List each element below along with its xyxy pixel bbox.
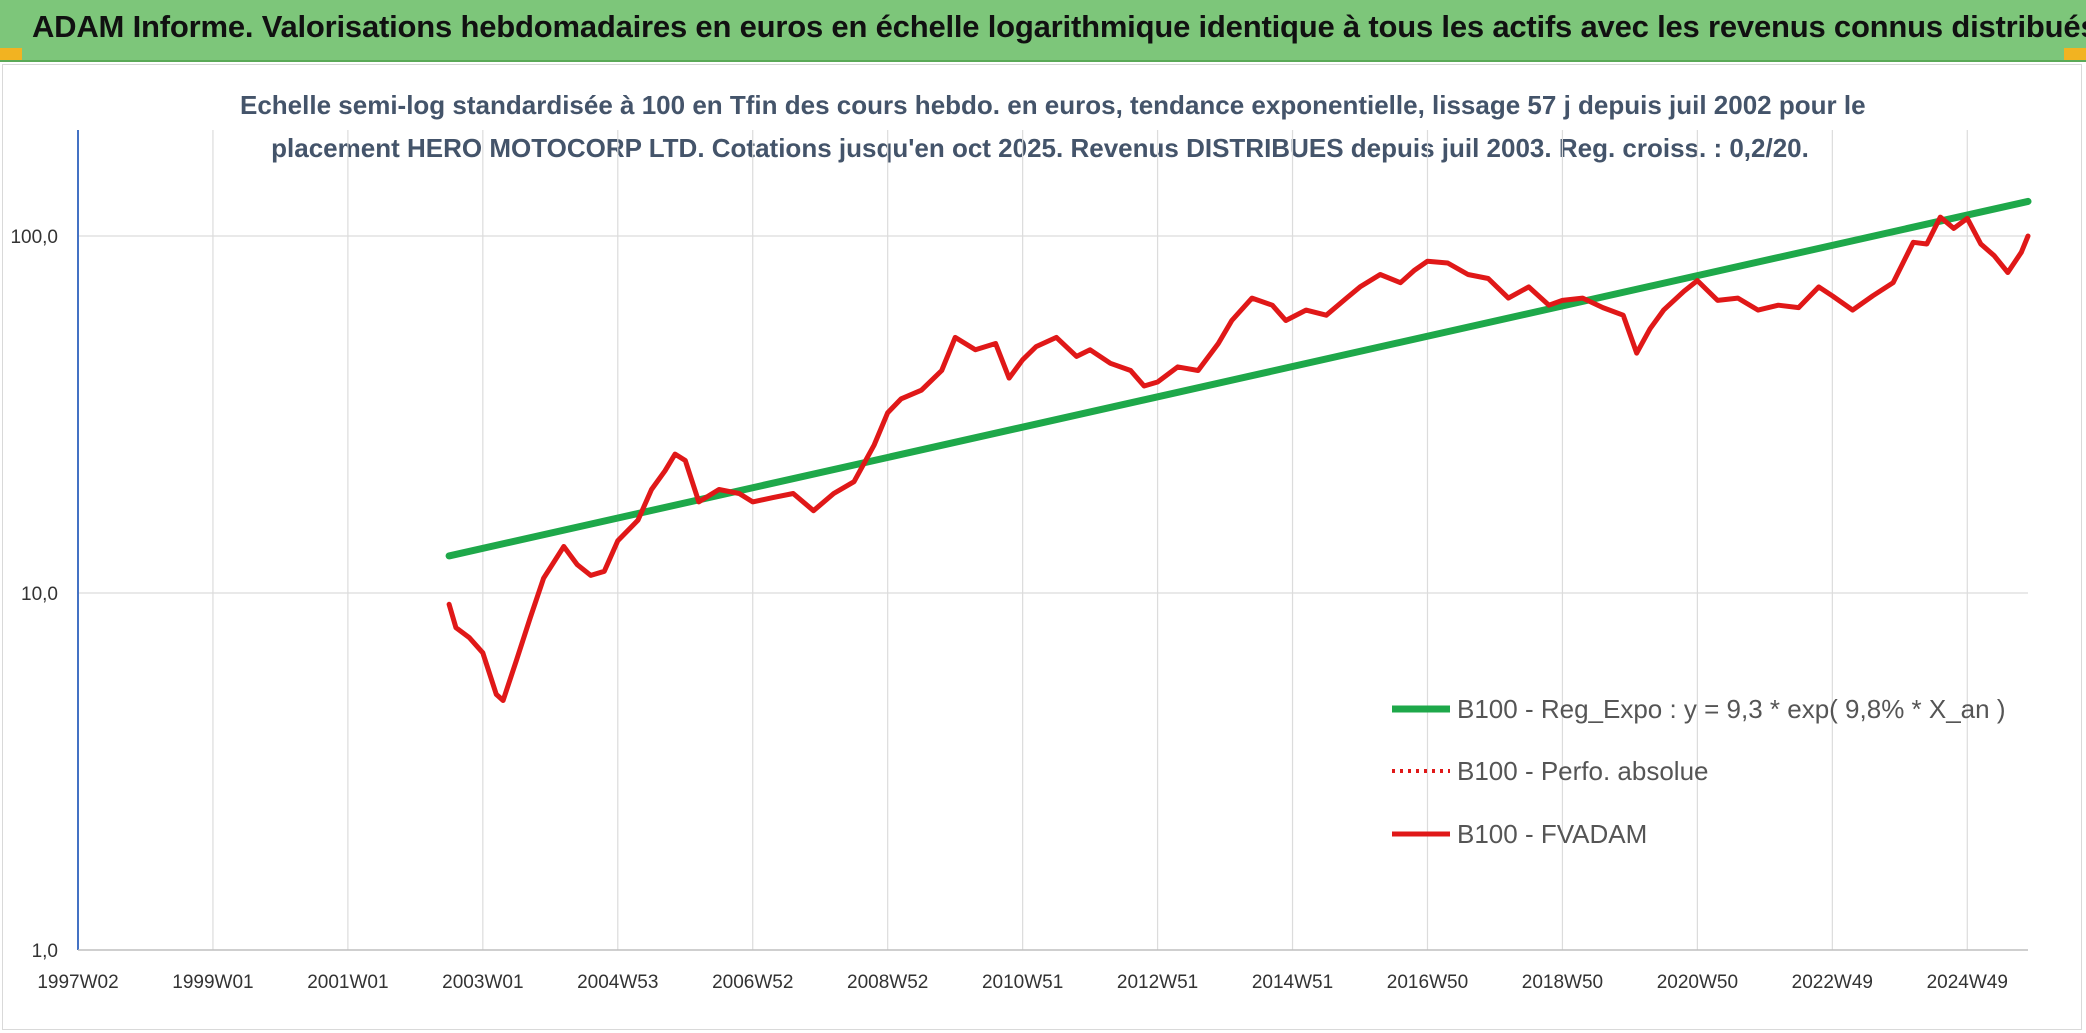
x-tick-label: 2016W50 [1387,972,1468,993]
x-tick-label: 2008W52 [847,972,928,993]
y-tick-label: 1,0 [32,941,58,962]
legend-label-2: B100 - FVADAM [1457,819,1647,849]
x-tick-label: 2004W53 [577,972,658,993]
legend-label-0: B100 - Reg_Expo : y = 9,3 * exp( 9,8% * … [1457,694,2006,724]
x-tick-label: 1999W01 [172,972,253,993]
series-line-2 [446,214,2031,703]
x-tick-label: 2003W01 [442,972,523,993]
tick-labels: 1997W02 1999W01 2001W01 2003W01 2004W53 2006W… [10,227,2007,993]
x-tick-label: 2014W51 [1252,972,1333,993]
x-tick-label: 2018W50 [1522,972,1603,993]
axes [77,130,2028,951]
x-tick-label: 1997W02 [37,972,118,993]
chart-area-frame [2,64,2082,1030]
report-header-banner: ADAM Informe. Valorisations hebdomadaire… [0,0,2086,62]
chart-legend: B100 - Reg_Expo : y = 9,3 * exp( 9,8% * … [1392,694,2006,849]
regression-trend-line [445,197,2032,560]
legend-label-1: B100 - Perfo. absolue [1457,756,1709,786]
chart-title-line-2: placement HERO MOTOCORP LTD. Cotations j… [271,133,1809,163]
y-tick-label: 100,0 [10,227,58,248]
x-tick-label: 2024W49 [1927,972,2008,993]
x-tick-label: 2022W49 [1792,972,1873,993]
data-series [445,197,2032,703]
report-title: ADAM Informe. Valorisations hebdomadaire… [32,9,2086,44]
x-tick-label: 2006W52 [712,972,793,993]
x-tick-label: 2020W50 [1657,972,1738,993]
chart-title-line-1: Echelle semi-log standardisée à 100 en T… [240,90,1866,120]
y-tick-label: 10,0 [21,584,58,605]
x-tick-label: 2001W01 [307,972,388,993]
left-corner-marker [0,48,22,60]
right-corner-marker [2064,48,2086,60]
x-tick-label: 2010W51 [982,972,1063,993]
x-tick-label: 2012W51 [1117,972,1198,993]
grid-lines [77,130,2028,950]
